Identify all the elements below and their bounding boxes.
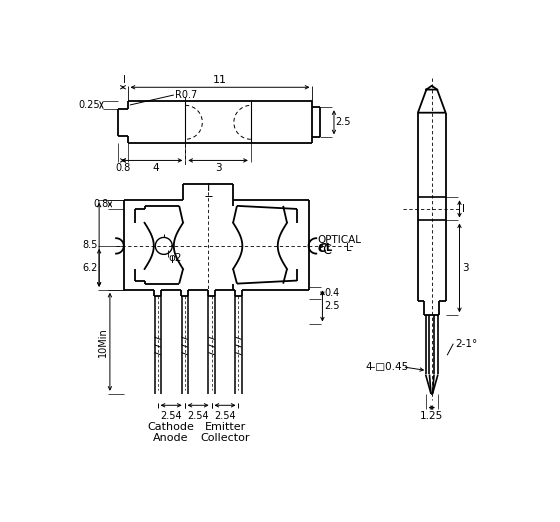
Text: 1.25: 1.25 [420,411,444,421]
Text: 2-1°: 2-1° [455,339,477,349]
Text: ℃: ℃ [318,244,332,257]
Text: 0.8: 0.8 [115,163,130,173]
Text: Anode: Anode [153,433,189,443]
Text: 8.5: 8.5 [82,240,97,250]
Text: 0.8: 0.8 [93,199,109,209]
Text: R0.7: R0.7 [175,90,198,100]
Text: 0.25: 0.25 [78,100,100,110]
Text: 3: 3 [462,263,468,273]
Text: 2.54: 2.54 [160,411,182,421]
Text: Emitter: Emitter [204,422,246,432]
Text: 6.2: 6.2 [82,263,97,273]
Text: I: I [207,183,210,193]
Text: φ2: φ2 [169,253,182,263]
Text: 3: 3 [215,163,221,173]
Text: 2.5: 2.5 [324,301,339,311]
Text: 4: 4 [152,163,159,173]
Text: 4-□0.45: 4-□0.45 [366,362,409,372]
Text: 11: 11 [213,75,227,85]
Text: L: L [346,243,351,253]
Text: 10Min: 10Min [99,327,109,357]
Text: OPTICAL: OPTICAL [318,235,362,245]
Text: 2.54: 2.54 [187,411,209,421]
Text: I: I [462,204,465,214]
Text: L: L [325,243,332,253]
Text: 2.5: 2.5 [335,117,351,127]
Text: 2.54: 2.54 [214,411,236,421]
Text: C: C [318,242,327,255]
Text: Cathode: Cathode [148,422,194,432]
Text: 0.4: 0.4 [324,288,339,298]
Text: I: I [123,75,126,85]
Text: Collector: Collector [200,433,250,443]
